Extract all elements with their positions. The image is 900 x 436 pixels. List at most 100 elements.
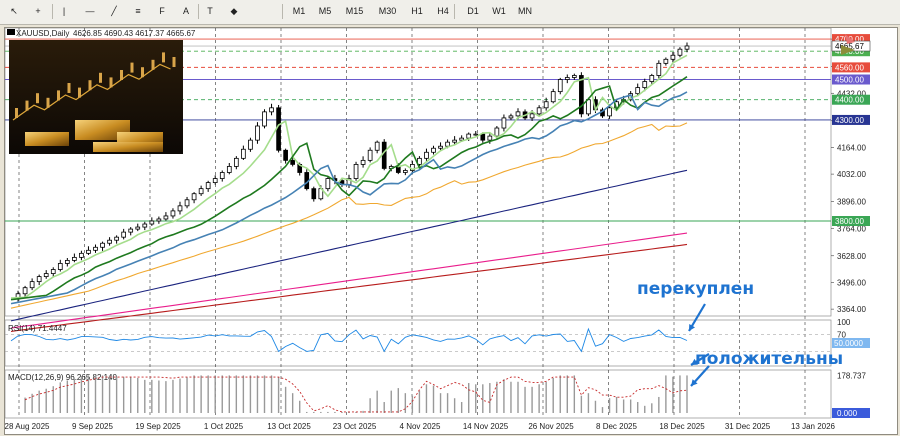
price-tick-label: 4432.00 (837, 89, 866, 98)
candle-body (43, 273, 49, 277)
rsi-line (10, 327, 688, 353)
price-tick-label: 3764.00 (837, 224, 866, 233)
shift-arrow-icon (841, 45, 855, 55)
candle-body (571, 75, 577, 78)
timeframe-m30[interactable]: M30 (378, 6, 397, 16)
timeframe-d1[interactable]: D1 (467, 6, 479, 16)
candle-body (219, 172, 225, 179)
rsi-tick-label: 70 (837, 331, 846, 340)
candle-body (269, 107, 274, 113)
moving-average-line (10, 122, 688, 309)
timeframe-w1[interactable]: W1 (492, 6, 506, 16)
crosshair-icon[interactable]: + (35, 6, 41, 16)
image-candle (78, 87, 81, 98)
date-tick-label: 4 Nov 2025 (400, 422, 441, 431)
shapes-icon[interactable]: ◆ (230, 6, 238, 16)
timeframe-m5[interactable]: M5 (318, 6, 332, 16)
price-tick-label: 4164.00 (837, 143, 866, 152)
image-trend-line (12, 63, 171, 121)
ohlc-readout: 4626.85 4690.43 4617.37 4665.67 (73, 29, 196, 38)
candle-body (50, 269, 56, 274)
candle-body (212, 178, 218, 183)
chart-window[interactable]: 28 Aug 2025 9 Sep 2025 19 Sep 2025 1 Oct 20… (4, 27, 898, 435)
horizontal-line-icon[interactable]: — (85, 6, 95, 16)
candle-body (501, 117, 507, 129)
candle-body (353, 164, 359, 179)
image-candle (36, 93, 39, 104)
rsi-level-tag (832, 338, 870, 348)
candle-body (677, 48, 683, 56)
gold-bar (75, 120, 130, 140)
gold-bar (25, 132, 69, 146)
candle-body (191, 193, 197, 201)
candle-body (128, 228, 134, 233)
candle-body (367, 149, 373, 161)
rsi-tick-label: 100 (837, 318, 851, 327)
price-level-label: 4560.00 (835, 63, 864, 72)
candle-body (311, 188, 317, 200)
channel-icon[interactable]: ≡ (135, 6, 141, 16)
vertical-line-icon[interactable]: | (62, 6, 66, 16)
toolbar-separator (282, 4, 283, 19)
candle-body (22, 287, 28, 295)
candle-body (86, 249, 91, 254)
candle-body (452, 139, 457, 143)
price-level-tag (832, 74, 870, 85)
cursor-icon[interactable]: ↖ (10, 6, 18, 16)
candle-body (607, 107, 612, 117)
candle-body (325, 178, 331, 190)
candle-body (381, 141, 387, 169)
candle-body (29, 281, 35, 289)
candle-body (670, 54, 676, 60)
image-candle (109, 77, 113, 88)
candle-body (586, 99, 591, 115)
candle-body (149, 220, 155, 225)
candle-body (635, 87, 641, 95)
text-icon[interactable]: A (182, 6, 189, 16)
candle-body (529, 113, 535, 119)
annotation-positive: положительны (695, 349, 843, 369)
symbol-arrow-icon (7, 29, 15, 35)
timeframe-m1[interactable]: M1 (292, 6, 306, 16)
moving-average-line (10, 243, 688, 332)
annotation-arrow-head (691, 358, 698, 365)
date-tick-label: 31 Dec 2025 (725, 422, 771, 431)
timeframe-m15[interactable]: M15 (345, 6, 364, 16)
candle-body (480, 133, 486, 141)
image-candle (57, 90, 60, 101)
candle-body (466, 133, 472, 139)
alert-arrow-icon (845, 34, 855, 44)
image-candle (141, 67, 144, 78)
candle-body (656, 62, 662, 76)
trendline-icon[interactable]: ╱ (111, 6, 117, 16)
label-icon[interactable]: T (207, 6, 213, 16)
candle-body (684, 45, 690, 50)
macd-pane (5, 369, 832, 419)
toolbar-separator (52, 4, 53, 19)
candle-body (248, 139, 253, 150)
timeframe-mn[interactable]: MN (518, 6, 532, 16)
candle-body (72, 256, 77, 261)
candle-body (360, 159, 366, 165)
date-tick-label: 23 Oct 2025 (333, 422, 377, 431)
fibonacci-icon[interactable]: F (159, 6, 165, 16)
price-tick-label: 3628.00 (837, 252, 866, 261)
macd-label: MACD(12,26,9) 96.265 82.140 (8, 373, 118, 382)
image-candle (67, 83, 71, 93)
gold-bar (93, 142, 163, 152)
price-chart[interactable]: 28 Aug 2025 9 Sep 2025 19 Sep 2025 1 Oct 20… (5, 28, 897, 434)
candle-body (417, 157, 422, 165)
toolbar: ↖ + | — ╱ ≡ F A T ◆ M1 M5 M15 M30 H1 H4 D1 W1 MN (0, 0, 900, 25)
price-level-tag (832, 94, 870, 105)
image-candle (130, 62, 134, 73)
candle-body (64, 260, 70, 264)
timeframe-h4[interactable]: H4 (437, 6, 449, 16)
price-level-label: 4400.00 (835, 96, 864, 105)
moving-average-line (10, 232, 688, 329)
candle-body (550, 91, 556, 103)
candle-body (459, 137, 465, 141)
timeframe-h1[interactable]: H1 (411, 6, 423, 16)
candle-body (283, 149, 288, 161)
candle-body (233, 157, 239, 167)
